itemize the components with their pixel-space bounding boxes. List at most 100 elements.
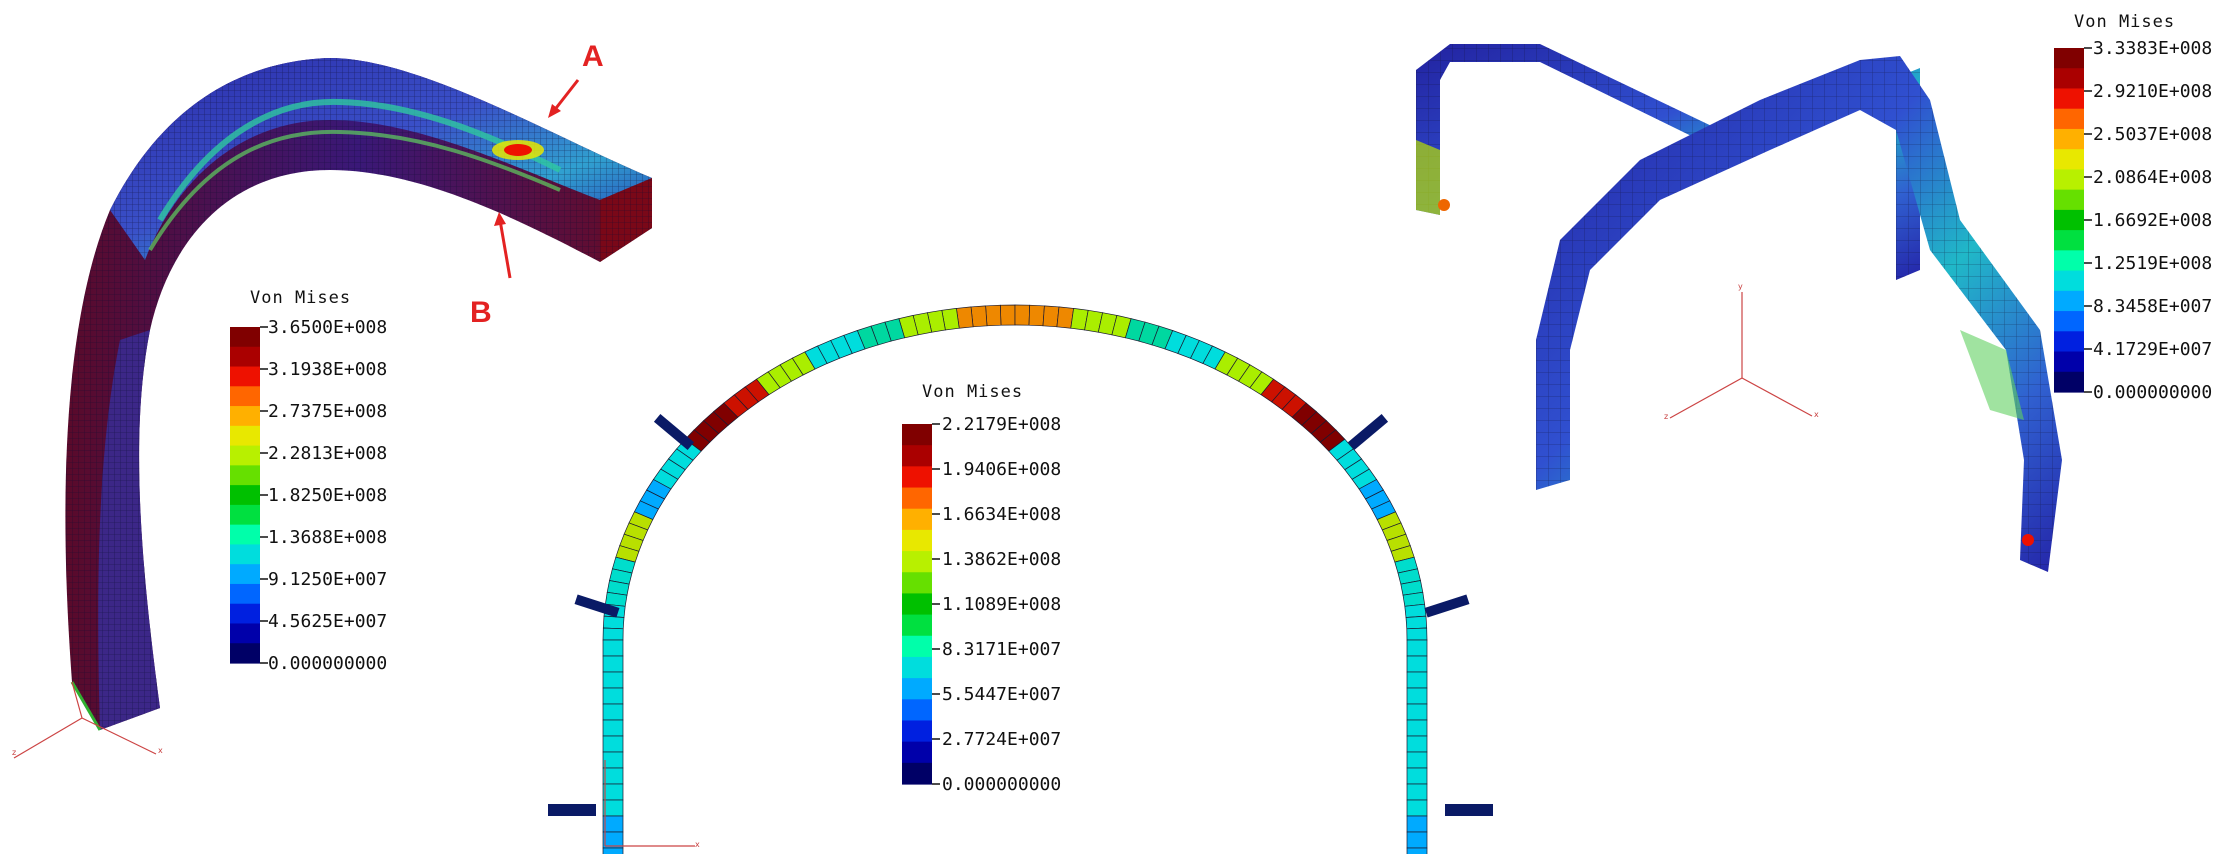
legend-swatch: [2054, 169, 2084, 191]
center-axis-triad: [604, 760, 695, 847]
legend-swatch: [902, 635, 932, 658]
legend-swatch: [902, 529, 932, 552]
legend-color-bars: [230, 47, 2092, 785]
arch-segment: [1042, 305, 1060, 328]
legend-swatch: [230, 485, 260, 506]
legend-swatch: [902, 699, 932, 722]
crossed-frame-model: [1416, 44, 2062, 572]
arch-leg-segment: [602, 639, 624, 657]
legend-swatch: [230, 406, 260, 427]
legend-title-right: Von Mises: [2074, 12, 2176, 32]
legend-value: 1.3862E+008: [942, 549, 1062, 570]
legend-value: 4.1729E+007: [2093, 339, 2213, 360]
arch-segment: [1028, 304, 1045, 327]
legend-swatch: [230, 465, 260, 486]
arch-leg-segment: [602, 671, 624, 689]
legend-value: 1.6692E+008: [2093, 210, 2213, 231]
right-axis-triad: [1669, 292, 1813, 419]
legend-value: 1.9406E+008: [942, 459, 1062, 480]
legend-swatch: [2054, 48, 2084, 69]
arch-segment: [1405, 615, 1428, 630]
legend-swatch: [2054, 250, 2084, 272]
annotation-arrows: [494, 79, 580, 279]
legend-value: 1.1089E+008: [942, 594, 1062, 615]
arch-leg-segment: [602, 687, 624, 705]
legend-swatch: [2054, 351, 2084, 373]
arch-segment: [602, 615, 625, 630]
legend-value: 0.000000000: [268, 653, 388, 674]
legend-swatch: [902, 614, 932, 637]
legend-swatch: [2054, 270, 2084, 292]
legend-swatch: [230, 327, 260, 348]
arch-leg-segment: [1406, 783, 1428, 801]
legend-value: 2.2179E+008: [942, 414, 1062, 435]
arch-leg-segment: [1406, 655, 1428, 673]
marker-b: B: [470, 296, 492, 329]
arch-segment: [1014, 304, 1031, 326]
arch-supports: [548, 414, 1493, 816]
legend-swatch: [230, 346, 260, 368]
legend-swatch: [230, 564, 260, 585]
legend-value: 2.0864E+008: [2093, 167, 2213, 188]
legend-swatch: [230, 623, 260, 644]
legend-title-center: Von Mises: [922, 382, 1024, 402]
arch-leg-segment: [1406, 671, 1428, 689]
legend-swatch: [2054, 371, 2084, 393]
legend-swatch: [2054, 290, 2084, 312]
arch-leg-segment: [1406, 815, 1428, 833]
left-axis-x: x: [158, 746, 163, 755]
arch-leg-segment: [1406, 799, 1428, 817]
legend-swatch: [902, 424, 932, 446]
legend-swatch: [2054, 68, 2084, 90]
legend-swatch: [230, 544, 260, 565]
legend-value: 1.8250E+008: [268, 485, 388, 506]
legend-swatch: [230, 524, 260, 546]
arch-leg-segment: [1406, 719, 1428, 737]
legend-swatch: [2054, 149, 2084, 171]
arch-leg-segment: [602, 799, 624, 817]
marker-a: A: [582, 40, 604, 73]
legend-swatch: [902, 593, 932, 616]
right-axis-y: y: [1738, 282, 1743, 291]
arch-leg-segment: [602, 719, 624, 737]
legend-swatch: [230, 366, 260, 387]
legend-value: 0.000000000: [2093, 382, 2213, 403]
legend-swatch: [2054, 331, 2084, 353]
legend-swatch: [2054, 128, 2084, 150]
arch-leg-segment: [602, 655, 624, 673]
legend-value: 2.7375E+008: [268, 401, 388, 422]
legend-swatch: [2054, 230, 2084, 251]
legend-swatch: [902, 678, 932, 700]
arch-leg-segment: [602, 703, 624, 721]
legend-value: 4.5625E+007: [268, 611, 388, 632]
bend-beam-model: [65, 58, 653, 731]
legend-value: 2.2813E+008: [268, 443, 388, 464]
legend-swatch: [2054, 108, 2084, 130]
legend-value: 3.6500E+008: [268, 317, 388, 338]
legend-value: 3.3383E+008: [2093, 38, 2213, 59]
arch-segment: [970, 305, 988, 328]
arch-segment: [999, 304, 1016, 326]
right-axis-x: x: [1814, 410, 1819, 419]
arch-leg-segment: [1406, 831, 1428, 849]
arch-leg-segment: [1406, 847, 1428, 854]
legend-swatch: [902, 656, 932, 679]
legend-swatch: [230, 583, 260, 605]
arch-leg-segment: [1406, 639, 1428, 657]
arch-segment: [985, 304, 1002, 327]
legend-swatch: [2054, 189, 2084, 211]
arch-ring-model: [602, 304, 1428, 854]
legend-swatch: [230, 445, 260, 466]
arch-leg-segment: [1406, 767, 1428, 785]
legend-swatch: [902, 720, 932, 743]
legend-value: 8.3171E+007: [942, 639, 1062, 660]
arch-leg-segment: [602, 767, 624, 785]
legend-swatch: [902, 762, 932, 785]
legend-swatch: [230, 425, 260, 447]
arch-leg-segment: [602, 735, 624, 753]
legend-title-left: Von Mises: [250, 288, 352, 308]
legend-swatch: [230, 504, 260, 526]
arch-leg-segment: [1406, 735, 1428, 753]
arch-segment: [1404, 603, 1427, 618]
